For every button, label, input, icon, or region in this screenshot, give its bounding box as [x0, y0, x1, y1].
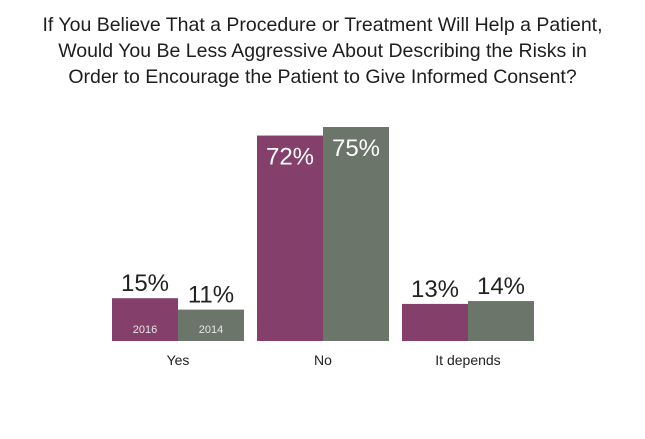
- bar-it-depends-2014: [468, 301, 534, 341]
- chart-title-line-1: If You Believe That a Procedure or Treat…: [42, 14, 603, 36]
- category-label-no: No: [314, 352, 332, 368]
- legend-label-2016: 2016: [133, 324, 157, 336]
- chart-title-line-2: Would You Be Less Aggressive About Descr…: [58, 40, 587, 62]
- bar-yes-2016: [112, 298, 178, 341]
- category-label-it-depends: It depends: [435, 352, 500, 368]
- bar-yes-2014: [178, 309, 244, 341]
- bar-no-2016: [257, 135, 323, 341]
- bar-no-2014: [323, 127, 389, 341]
- value-label-no-2014: 75%: [332, 135, 380, 162]
- chart-title-line-3: Order to Encourage the Patient to Give I…: [68, 66, 577, 88]
- value-label-it-depends-2016: 13%: [411, 276, 459, 303]
- bar-it-depends-2016: [402, 303, 468, 341]
- value-label-yes-2016: 15%: [121, 270, 169, 297]
- value-label-yes-2014: 11%: [188, 282, 234, 309]
- value-label-it-depends-2014: 14%: [477, 273, 525, 300]
- category-label-yes: Yes: [167, 352, 190, 368]
- value-label-no-2016: 72%: [266, 144, 314, 171]
- chart-title: If You Believe That a Procedure or Treat…: [0, 12, 645, 90]
- legend-label-2014: 2014: [199, 324, 223, 336]
